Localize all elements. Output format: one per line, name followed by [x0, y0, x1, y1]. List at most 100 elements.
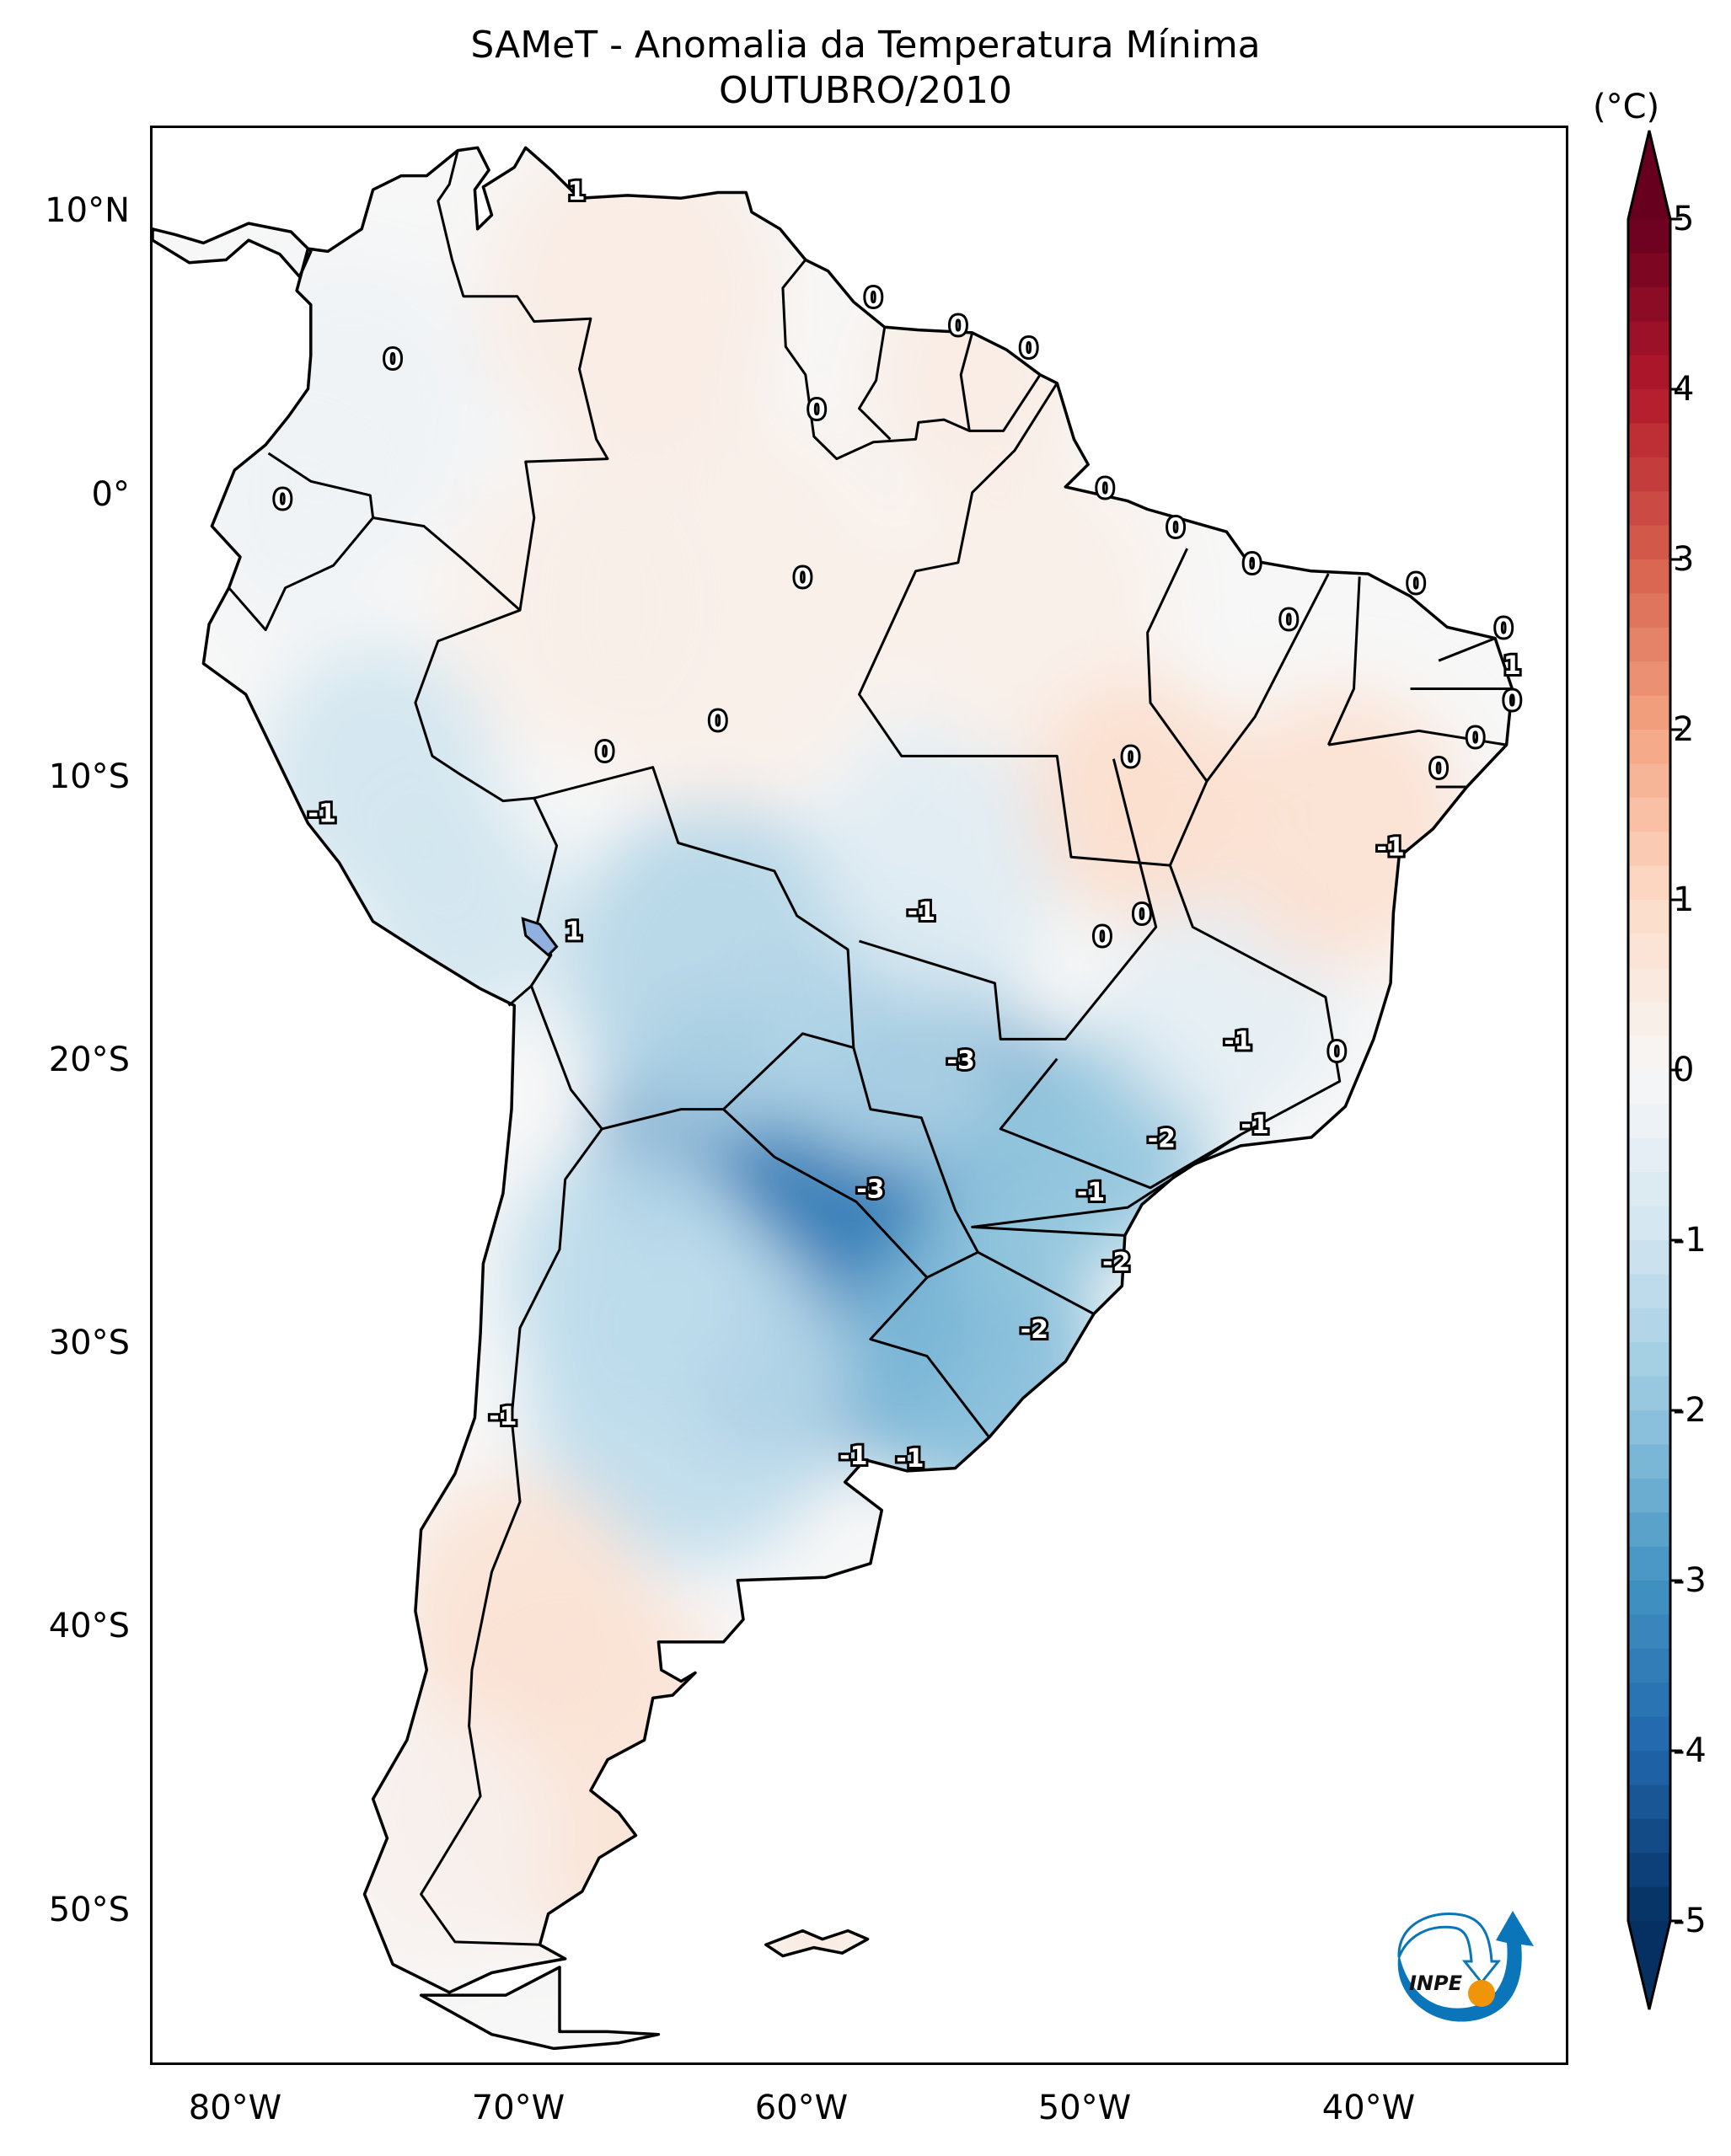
lat-tick-40s: 40°S: [48, 1607, 130, 1645]
contour-label: 0: [1407, 570, 1425, 599]
chart-subtitle: OUTUBRO/2010: [718, 69, 1013, 112]
colorbar-band: [1628, 491, 1670, 527]
colorbar-band: [1628, 423, 1670, 458]
lat-tick-10s: 10°S: [48, 757, 130, 796]
contour-label: -1: [1224, 1026, 1251, 1056]
contour-label: 0: [709, 707, 726, 736]
colorbar-tick-label: -3: [1673, 1561, 1707, 1600]
colorbar-band: [1628, 1274, 1670, 1309]
colorbar-tick-label: 4: [1673, 370, 1695, 409]
contour-label: 0: [1093, 923, 1111, 952]
contour-label: -1: [896, 1444, 924, 1474]
country-borders: [153, 146, 1514, 2051]
anomaly-blob: [317, 1708, 554, 1968]
logo-sun-icon: [1468, 1980, 1495, 2007]
lon-tick-40w: 40°W: [1321, 2089, 1416, 2127]
anomaly-field: [192, 147, 1466, 1998]
lake-titicaca: [521, 917, 559, 957]
colorbar-band: [1628, 1240, 1670, 1276]
contour-label: -1: [839, 1442, 867, 1471]
colorbar-band: [1628, 832, 1670, 867]
contour-label: -2: [1021, 1315, 1048, 1345]
logo-text: INPE: [1409, 1971, 1463, 1995]
border-line: [999, 864, 1342, 1190]
colorbar-tick-label: 0: [1673, 1051, 1695, 1089]
border-line: [414, 150, 609, 1007]
anomaly-blob: [766, 1886, 868, 1998]
contour-label: -1: [1376, 833, 1404, 863]
contour-label: -2: [1102, 1248, 1130, 1277]
colorbar-band: [1628, 1648, 1670, 1684]
colorbar-tick-label: 5: [1673, 200, 1695, 238]
contour-label: 0: [274, 485, 292, 515]
contour-label: 1: [1503, 651, 1521, 681]
contour-label: 0: [596, 738, 614, 768]
colorbar-band: [1628, 1444, 1670, 1479]
lat-tick-10n: 10°N: [45, 191, 130, 230]
colorbar-band: [1628, 627, 1670, 663]
lat-tick-20s: 20°S: [48, 1041, 130, 1079]
colorbar-band: [1628, 934, 1670, 969]
colorbar-band: [1628, 1546, 1670, 1581]
anomaly-blob: [481, 147, 785, 463]
colorbar-tick-label: -4: [1673, 1731, 1707, 1770]
lat-tick-30s: 30°S: [48, 1324, 130, 1362]
colorbar-unit-label: (°C): [1593, 88, 1660, 126]
border-line: [858, 327, 892, 441]
colorbar-band: [1628, 730, 1670, 765]
coastline: [153, 146, 1514, 2051]
colorbar-band: [1628, 1308, 1670, 1344]
anomaly-blob: [1032, 680, 1251, 922]
contour-label: 0: [808, 396, 826, 425]
anomaly-blobs: [192, 147, 1466, 1998]
border-line: [858, 383, 1208, 867]
colorbar-band: [1628, 1683, 1670, 1718]
colorbar-band: [1628, 1784, 1670, 1820]
border-line: [971, 1133, 1242, 1237]
colorbar-band: [1628, 797, 1670, 833]
colorbar-band: [1628, 967, 1670, 1003]
lat-tick-0: 0°: [91, 475, 130, 514]
colorbar-band: [1628, 1410, 1670, 1446]
contour-label: 0: [794, 564, 812, 593]
colorbar-extend-max: [1628, 131, 1670, 219]
colorbar-tick-label: 3: [1673, 540, 1695, 579]
colorbar-band: [1628, 1818, 1670, 1854]
contour-label: 0: [1328, 1038, 1346, 1067]
colorbar-band: [1628, 1104, 1670, 1139]
colorbar-band: [1628, 1751, 1670, 1786]
colorbar-tick-label: -1: [1673, 1221, 1707, 1260]
lon-tick-60w: 60°W: [754, 2089, 849, 2127]
colorbar-tick-label: 2: [1673, 710, 1695, 749]
contour-label: 0: [1122, 743, 1139, 773]
colorbar-band: [1628, 321, 1670, 356]
border-line: [533, 766, 990, 1438]
contour-label: -1: [908, 897, 935, 927]
colorbar-band: [1628, 1137, 1670, 1174]
border-line: [781, 259, 1042, 461]
colorbar-band: [1628, 1512, 1670, 1548]
colorbar-band: [1628, 1614, 1670, 1650]
colorbar-band: [1628, 1478, 1670, 1514]
lat-tick-50s: 50°S: [48, 1891, 130, 1929]
contour-label: 0: [949, 312, 967, 341]
colorbar-band: [1628, 661, 1670, 697]
border-line: [529, 954, 855, 1131]
colorbar-band: [1628, 1716, 1670, 1752]
anomaly-blob: [885, 447, 1172, 762]
contour-label: -1: [308, 800, 336, 829]
border-line: [420, 1128, 603, 1946]
anomaly-blob: [506, 1138, 760, 1417]
contour-label: 0: [384, 345, 402, 375]
colorbar-band: [1628, 1172, 1670, 1207]
colorbar: [1626, 130, 1682, 2010]
border-line: [977, 1250, 1095, 1315]
colorbar-tick-label: -5: [1673, 1902, 1707, 1940]
contour-label: 0: [1466, 724, 1484, 753]
lon-tick-80w: 80°W: [188, 2089, 282, 2127]
colorbar-band: [1628, 865, 1670, 901]
contour-label: 0: [1167, 513, 1185, 543]
contour-label: 0: [1020, 334, 1037, 363]
colorbar-band: [1628, 559, 1670, 595]
